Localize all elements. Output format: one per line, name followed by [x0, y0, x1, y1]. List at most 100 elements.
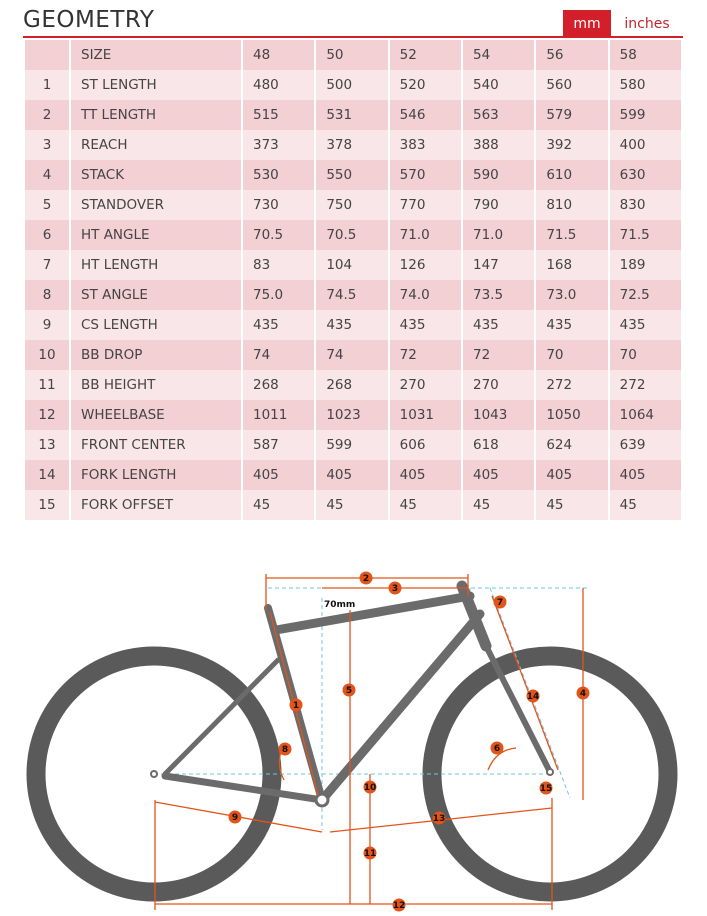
table-cell: 268 [243, 370, 315, 400]
marker-number: 11 [364, 849, 377, 859]
table-cell: 72.5 [609, 280, 681, 310]
size-label: SIZE [71, 40, 241, 70]
table-cell: 599 [316, 430, 388, 460]
size-column-header: 50 [316, 40, 388, 70]
table-cell: 378 [316, 130, 388, 160]
row-number: 7 [25, 250, 69, 280]
unit-mm-button[interactable]: mm [563, 10, 611, 37]
row-number: 3 [25, 130, 69, 160]
table-cell: 531 [316, 100, 388, 130]
row-label: HT ANGLE [71, 220, 241, 250]
table-cell: 45 [243, 490, 315, 520]
table-cell: 75.0 [243, 280, 315, 310]
table-row: 1 ST LENGTH 480 500 520 540 560 580 [25, 70, 681, 100]
marker-number: 4 [580, 689, 586, 699]
table-cell: 72 [389, 340, 461, 370]
table-cell: 563 [462, 100, 535, 130]
size-column-header: 58 [609, 40, 681, 70]
row-number: 11 [25, 370, 69, 400]
row-number: 12 [25, 400, 69, 430]
row-label: FRONT CENTER [71, 430, 241, 460]
diagram-marker-9: 9 [228, 810, 242, 824]
table-cell: 610 [536, 160, 608, 190]
table-row: 4 STACK 530 550 570 590 610 630 [25, 160, 681, 190]
diagram-marker-8: 8 [278, 742, 292, 756]
row-number: 15 [25, 490, 69, 520]
table-cell: 599 [609, 100, 681, 130]
header-divider [23, 36, 683, 38]
table-cell: 435 [462, 310, 535, 340]
table-cell: 587 [243, 430, 315, 460]
table-cell: 435 [389, 310, 461, 340]
marker-number: 6 [494, 744, 500, 754]
table-cell: 405 [316, 460, 388, 490]
diagram-marker-13: 13 [432, 811, 446, 825]
table-cell: 71.5 [609, 220, 681, 250]
table-cell: 45 [609, 490, 681, 520]
size-header-row: SIZE 48 50 52 54 56 58 [25, 40, 681, 70]
geometry-table: SIZE 48 50 52 54 56 58 1 ST LENGTH 480 500 520 540 56… [23, 40, 683, 520]
table-cell: 520 [389, 70, 461, 100]
table-cell: 71.0 [462, 220, 535, 250]
table-cell: 810 [536, 190, 608, 220]
marker-number: 7 [497, 598, 503, 608]
table-cell: 147 [462, 250, 535, 280]
table-cell: 580 [609, 70, 681, 100]
table-cell: 45 [462, 490, 535, 520]
marker-number: 8 [282, 745, 288, 755]
row-label: FORK OFFSET [71, 490, 241, 520]
table-cell: 400 [609, 130, 681, 160]
table-cell: 790 [462, 190, 535, 220]
table-cell: 373 [243, 130, 315, 160]
table-cell: 435 [536, 310, 608, 340]
table-cell: 71.5 [536, 220, 608, 250]
table-cell: 606 [389, 430, 461, 460]
table-row: 14 FORK LENGTH 405 405 405 405 405 405 [25, 460, 681, 490]
table-cell: 480 [243, 70, 315, 100]
size-column-header: 48 [243, 40, 315, 70]
geometry-header: GEOMETRY mm inches [23, 4, 683, 38]
table-cell: 405 [389, 460, 461, 490]
table-cell: 515 [243, 100, 315, 130]
table-cell: 579 [536, 100, 608, 130]
table-cell: 70 [536, 340, 608, 370]
page-title: GEOMETRY [23, 7, 155, 33]
diagram-marker-15: 15 [539, 781, 553, 795]
table-cell: 639 [609, 430, 681, 460]
header-empty-cell [25, 40, 69, 70]
table-row: 10 BB DROP 74 74 72 72 70 70 [25, 340, 681, 370]
row-number: 1 [25, 70, 69, 100]
diagram-marker-5: 5 [342, 683, 356, 697]
table-cell: 383 [389, 130, 461, 160]
table-row: 15 FORK OFFSET 45 45 45 45 45 45 [25, 490, 681, 520]
table-cell: 45 [389, 490, 461, 520]
table-cell: 405 [462, 460, 535, 490]
table-row: 2 TT LENGTH 515 531 546 563 579 599 [25, 100, 681, 130]
row-number: 14 [25, 460, 69, 490]
table-cell: 74 [316, 340, 388, 370]
row-label: WHEELBASE [71, 400, 241, 430]
table-cell: 435 [243, 310, 315, 340]
unit-inches-button[interactable]: inches [611, 10, 683, 37]
row-number: 13 [25, 430, 69, 460]
size-column-header: 56 [536, 40, 608, 70]
diagram-marker-4: 4 [576, 686, 590, 700]
table-cell: 1011 [243, 400, 315, 430]
marker-number: 3 [392, 584, 398, 594]
row-label: CS LENGTH [71, 310, 241, 340]
table-cell: 546 [389, 100, 461, 130]
table-cell: 618 [462, 430, 535, 460]
row-label: BB DROP [71, 340, 241, 370]
table-cell: 770 [389, 190, 461, 220]
size-column-header: 54 [462, 40, 535, 70]
table-cell: 73.5 [462, 280, 535, 310]
diagram-marker-2: 2 [359, 571, 373, 585]
table-cell: 272 [609, 370, 681, 400]
row-number: 9 [25, 310, 69, 340]
table-cell: 104 [316, 250, 388, 280]
unit-toggle: mm inches [563, 10, 683, 37]
table-cell: 590 [462, 160, 535, 190]
diagram-marker-11: 11 [363, 846, 377, 860]
